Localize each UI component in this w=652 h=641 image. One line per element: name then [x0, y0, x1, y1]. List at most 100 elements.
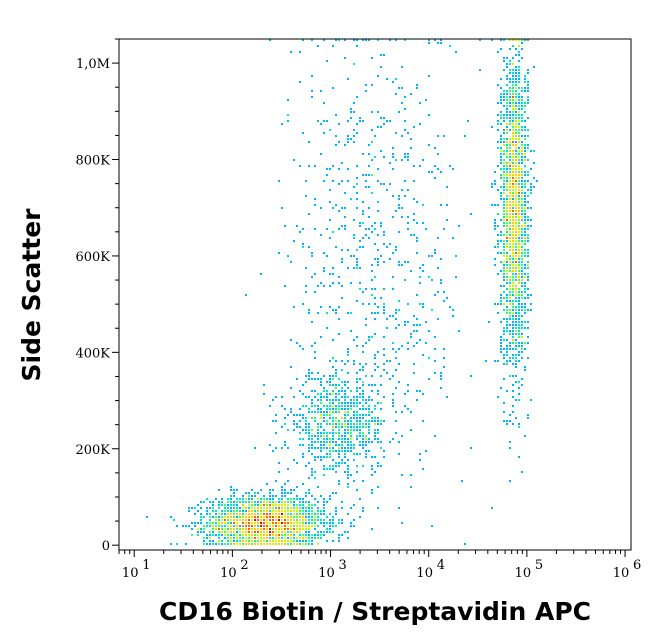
density-dot — [377, 441, 379, 443]
density-dot — [521, 261, 523, 263]
density-dot — [503, 357, 505, 359]
density-dot — [470, 213, 472, 215]
density-dot — [245, 534, 247, 536]
density-dot — [305, 375, 307, 377]
density-dot — [278, 543, 280, 545]
density-dot — [509, 330, 511, 332]
density-dot — [326, 408, 328, 410]
density-dot — [323, 507, 325, 509]
density-dot — [233, 504, 235, 506]
density-dot — [515, 93, 517, 95]
density-dot — [521, 144, 523, 146]
density-dot — [515, 162, 517, 164]
density-dot — [224, 528, 226, 530]
density-dot — [284, 522, 286, 524]
density-dot — [272, 528, 274, 530]
density-dot — [269, 513, 271, 515]
density-dot — [323, 120, 325, 122]
density-dot — [500, 240, 502, 242]
density-dot — [314, 447, 316, 449]
density-dot — [278, 522, 280, 524]
density-dot — [227, 516, 229, 518]
density-dot — [506, 207, 508, 209]
density-dot — [509, 267, 511, 269]
density-dot — [320, 378, 322, 380]
density-dot — [209, 519, 211, 521]
density-dot — [308, 477, 310, 479]
density-dot — [227, 543, 229, 545]
density-dot — [395, 387, 397, 389]
density-dot — [371, 456, 373, 458]
density-dot — [296, 462, 298, 464]
density-dot — [221, 534, 223, 536]
density-dot — [518, 171, 520, 173]
density-dot — [206, 507, 208, 509]
density-dot — [521, 186, 523, 188]
x-tick-exponent: 4 — [437, 558, 445, 573]
density-dot — [503, 267, 505, 269]
density-dot — [257, 522, 259, 524]
density-dot — [509, 291, 511, 293]
density-dot — [272, 537, 274, 539]
density-dot — [389, 378, 391, 380]
density-dot — [413, 213, 415, 215]
density-dot — [242, 501, 244, 503]
density-dot — [314, 378, 316, 380]
density-dot — [512, 117, 514, 119]
x-tick-exponent: 6 — [633, 558, 641, 573]
density-dot — [509, 333, 511, 335]
density-dot — [503, 39, 505, 41]
density-dot — [338, 123, 340, 125]
density-dot — [521, 204, 523, 206]
density-dot — [503, 420, 505, 422]
density-dot — [311, 435, 313, 437]
density-dot — [314, 417, 316, 419]
density-dot — [287, 534, 289, 536]
density-dot — [302, 417, 304, 419]
density-dot — [518, 387, 520, 389]
density-dot — [527, 81, 529, 83]
density-dot — [314, 420, 316, 422]
density-dot — [521, 57, 523, 59]
density-dot — [374, 288, 376, 290]
density-dot — [416, 294, 418, 296]
density-dot — [344, 225, 346, 227]
density-dot — [245, 507, 247, 509]
density-dot — [233, 543, 235, 545]
density-dot — [440, 279, 442, 281]
density-dot — [332, 231, 334, 233]
density-dot — [515, 273, 517, 275]
density-dot — [356, 96, 358, 98]
density-dot — [197, 504, 199, 506]
density-dot — [299, 510, 301, 512]
density-dot — [518, 354, 520, 356]
density-dot — [533, 162, 535, 164]
density-dot — [302, 456, 304, 458]
density-dot — [404, 108, 406, 110]
density-dot — [515, 294, 517, 296]
density-dot — [326, 255, 328, 257]
density-dot — [323, 531, 325, 533]
density-dot — [356, 402, 358, 404]
density-dot — [518, 198, 520, 200]
density-dot — [509, 147, 511, 149]
density-dot — [323, 417, 325, 419]
density-dot — [236, 525, 238, 527]
density-dot — [401, 345, 403, 347]
density-dot — [368, 207, 370, 209]
density-dot — [509, 276, 511, 278]
density-dot — [335, 423, 337, 425]
density-dot — [515, 147, 517, 149]
density-dot — [239, 507, 241, 509]
density-dot — [515, 72, 517, 74]
density-dot — [227, 510, 229, 512]
density-dot — [338, 438, 340, 440]
density-dot — [512, 375, 514, 377]
density-dot — [347, 474, 349, 476]
density-dot — [317, 120, 319, 122]
density-dot — [332, 87, 334, 89]
density-dot — [296, 342, 298, 344]
density-dot — [254, 507, 256, 509]
density-dot — [206, 525, 208, 527]
density-dot — [293, 423, 295, 425]
